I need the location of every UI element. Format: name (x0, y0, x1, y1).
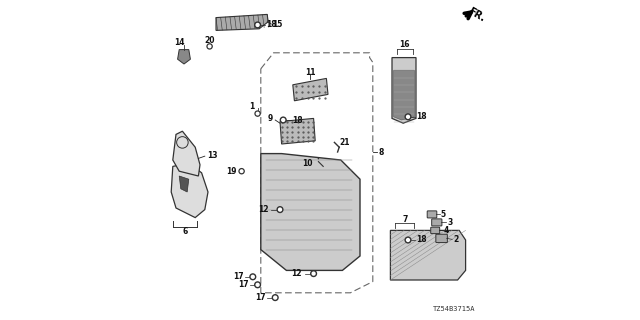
Text: 18: 18 (417, 112, 428, 121)
Text: 12: 12 (258, 205, 268, 214)
Polygon shape (390, 230, 466, 280)
Text: 8: 8 (378, 148, 383, 156)
Circle shape (209, 45, 211, 48)
Circle shape (405, 114, 411, 120)
Polygon shape (261, 154, 360, 270)
Text: FR.: FR. (467, 6, 487, 24)
Polygon shape (392, 58, 416, 123)
Polygon shape (173, 131, 200, 176)
Circle shape (405, 237, 411, 243)
Circle shape (239, 169, 244, 174)
Text: 17: 17 (233, 272, 244, 281)
Circle shape (256, 284, 259, 286)
Circle shape (406, 116, 410, 118)
Text: 12: 12 (291, 269, 302, 278)
Circle shape (312, 272, 315, 275)
Text: 3: 3 (447, 218, 452, 227)
Circle shape (256, 23, 259, 27)
Text: 6: 6 (182, 228, 188, 236)
Polygon shape (172, 163, 208, 218)
Circle shape (280, 117, 286, 123)
Text: 5: 5 (441, 210, 446, 219)
Text: 1: 1 (250, 102, 255, 111)
Text: 10: 10 (303, 159, 313, 168)
Circle shape (273, 295, 278, 300)
Circle shape (240, 170, 243, 172)
Text: 16: 16 (399, 40, 410, 49)
Text: 18: 18 (266, 20, 277, 29)
Circle shape (257, 112, 259, 115)
Polygon shape (292, 78, 328, 101)
Text: 13: 13 (207, 151, 218, 160)
FancyBboxPatch shape (431, 227, 440, 234)
Text: 4: 4 (444, 226, 449, 235)
Polygon shape (179, 176, 189, 192)
Text: 9: 9 (268, 114, 273, 123)
Polygon shape (280, 118, 315, 144)
Circle shape (207, 44, 212, 49)
Text: 2: 2 (453, 235, 458, 244)
Text: 15: 15 (273, 20, 283, 28)
Text: 19: 19 (226, 167, 236, 176)
FancyBboxPatch shape (436, 234, 447, 243)
Circle shape (282, 119, 285, 122)
Polygon shape (178, 50, 191, 64)
Circle shape (278, 208, 282, 211)
Text: 20: 20 (204, 36, 215, 45)
Circle shape (252, 275, 254, 278)
Text: 17: 17 (238, 280, 248, 289)
Circle shape (250, 274, 256, 280)
FancyBboxPatch shape (432, 219, 442, 226)
Text: 11: 11 (305, 68, 316, 76)
Text: TZ54B3715A: TZ54B3715A (433, 306, 475, 312)
Circle shape (274, 296, 276, 299)
Text: 7: 7 (402, 215, 408, 224)
FancyBboxPatch shape (428, 211, 437, 218)
Text: 18: 18 (417, 236, 428, 244)
Circle shape (406, 239, 410, 241)
Circle shape (255, 22, 260, 28)
Polygon shape (216, 14, 268, 30)
Text: 14: 14 (174, 38, 184, 47)
Circle shape (311, 271, 317, 276)
Text: 21: 21 (340, 138, 350, 147)
Circle shape (277, 207, 283, 212)
Text: 18: 18 (292, 116, 303, 124)
Text: 17: 17 (255, 293, 266, 302)
Polygon shape (394, 70, 415, 120)
Circle shape (255, 282, 260, 288)
Circle shape (255, 111, 260, 116)
